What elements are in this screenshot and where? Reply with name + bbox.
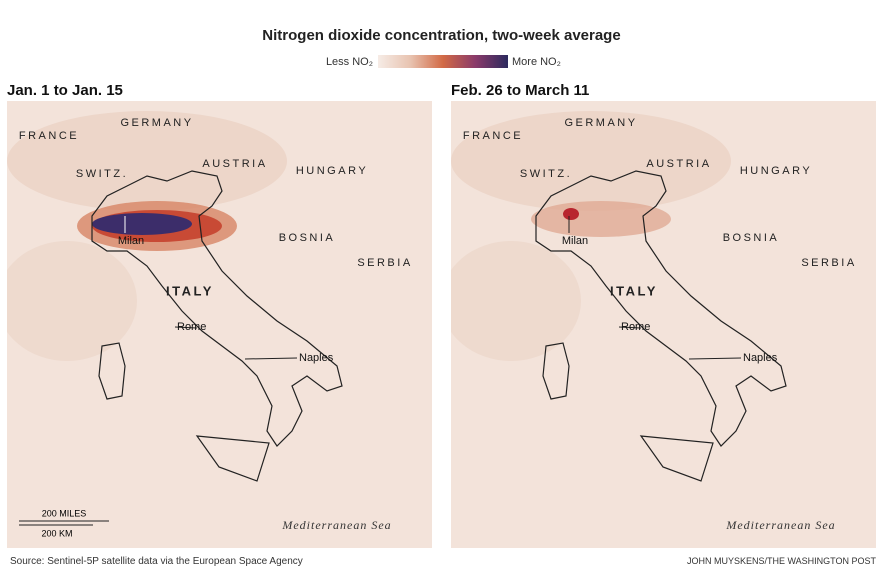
country-label: SWITZ.	[520, 168, 572, 180]
coastline	[98, 342, 126, 400]
country-label: ITALY	[166, 283, 214, 298]
legend-low: Less NO₂	[325, 56, 373, 68]
no2-plume	[563, 208, 579, 220]
panel-title: Jan. 1 to Jan. 15	[7, 82, 123, 99]
country-label: SWITZ.	[76, 168, 128, 180]
city-leader	[618, 326, 642, 329]
country-label: ITALY	[610, 283, 658, 298]
country-label: HUNGARY	[296, 165, 368, 177]
credit: JOHN MUYSKENS/THE WASHINGTON POST	[686, 556, 876, 566]
coastline	[639, 435, 714, 482]
country-label: FRANCE	[463, 130, 523, 142]
city-label: Milan	[118, 235, 144, 247]
scale-label: 200 KM	[41, 528, 72, 538]
sea-label: Mediterranean Sea	[281, 518, 391, 532]
haze	[451, 241, 581, 361]
map: FRANCE GERMANY SWITZ. AUSTRIA HUNGARY BOSNIA S…	[7, 101, 432, 548]
city-label: Rome	[177, 321, 206, 333]
coastline	[535, 170, 787, 447]
haze	[451, 111, 731, 211]
country-label: HUNGARY	[740, 165, 812, 177]
city-label: Rome	[621, 321, 650, 333]
no2-plume	[531, 201, 671, 237]
country-label: GERMANY	[564, 117, 637, 129]
country-label: FRANCE	[19, 130, 79, 142]
map: FRANCE GERMANY SWITZ. AUSTRIA HUNGARY BOSNIA S…	[451, 101, 876, 548]
city-leader	[244, 357, 298, 360]
city-leader	[174, 326, 198, 329]
city-label: Naples	[299, 352, 334, 364]
coastline	[195, 435, 270, 482]
source: Source: Sentinel-5P satellite data via t…	[10, 556, 303, 567]
country-label: AUSTRIA	[202, 158, 267, 170]
legend-gradient	[378, 55, 508, 68]
no2-plume	[92, 213, 192, 235]
coastline	[542, 342, 570, 400]
country-label: SERBIA	[801, 257, 856, 269]
title: Nitrogen dioxide concentration, two-week…	[262, 27, 621, 44]
haze	[7, 111, 287, 211]
legend-high: More NO₂	[512, 56, 561, 68]
coastline	[91, 170, 343, 447]
city-label: Milan	[562, 235, 588, 247]
city-label: Naples	[743, 352, 778, 364]
country-label: BOSNIA	[279, 232, 336, 244]
scale-label: 200 MILES	[42, 508, 87, 518]
sea-label: Mediterranean Sea	[725, 518, 835, 532]
haze	[7, 241, 137, 361]
country-label: AUSTRIA	[646, 158, 711, 170]
city-leader	[688, 357, 742, 360]
country-label: SERBIA	[357, 257, 412, 269]
country-label: GERMANY	[120, 117, 193, 129]
country-label: BOSNIA	[723, 232, 780, 244]
panel-title: Feb. 26 to March 11	[451, 82, 590, 99]
